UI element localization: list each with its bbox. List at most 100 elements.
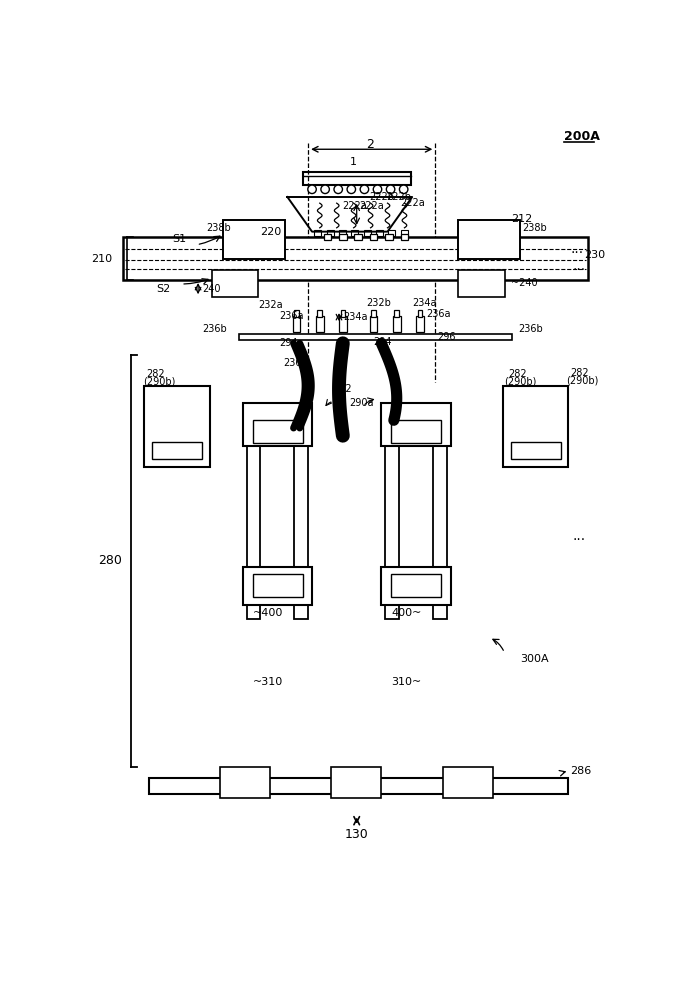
Text: 310~: 310~: [391, 677, 422, 687]
Text: 232a: 232a: [258, 300, 283, 310]
Bar: [315, 230, 322, 235]
Bar: [376, 230, 383, 235]
Text: (290b): (290b): [143, 377, 175, 387]
Text: 236b: 236b: [519, 324, 543, 334]
Bar: [511, 442, 561, 459]
Circle shape: [321, 185, 329, 194]
Bar: [243, 567, 312, 605]
Bar: [433, 403, 447, 619]
Text: ~240: ~240: [511, 278, 537, 288]
Text: 200A: 200A: [564, 130, 600, 143]
Text: 238b: 238b: [522, 223, 547, 233]
Bar: [243, 403, 312, 446]
Text: 236a: 236a: [280, 311, 304, 321]
Text: 280: 280: [98, 554, 122, 567]
Bar: [363, 230, 370, 235]
Text: 222a: 222a: [360, 201, 384, 211]
Bar: [395, 310, 399, 317]
Bar: [351, 230, 358, 235]
Bar: [220, 767, 269, 798]
Text: ...: ...: [571, 242, 584, 256]
Text: 296: 296: [438, 332, 456, 342]
Bar: [381, 403, 450, 446]
Circle shape: [334, 185, 342, 194]
Bar: [253, 574, 303, 597]
Text: 286: 286: [570, 766, 591, 776]
Text: 232b: 232b: [366, 298, 391, 308]
Bar: [340, 310, 345, 317]
Bar: [239, 334, 512, 340]
Bar: [144, 386, 209, 466]
Circle shape: [347, 185, 356, 194]
Text: ...: ...: [572, 529, 585, 543]
Bar: [443, 767, 493, 798]
Text: 210: 210: [90, 254, 112, 264]
Bar: [293, 316, 301, 332]
Text: 238b: 238b: [206, 223, 230, 233]
Text: 234a: 234a: [412, 298, 436, 308]
Text: 240: 240: [202, 284, 221, 294]
Circle shape: [360, 185, 369, 194]
Circle shape: [308, 185, 316, 194]
Bar: [339, 234, 347, 240]
Circle shape: [386, 185, 395, 194]
Bar: [354, 234, 362, 240]
Text: S2: S2: [157, 284, 171, 294]
Bar: [152, 442, 202, 459]
Bar: [459, 220, 520, 259]
Bar: [303, 172, 411, 185]
Text: 222b: 222b: [369, 192, 394, 202]
Circle shape: [400, 185, 408, 194]
Bar: [418, 310, 422, 317]
Bar: [246, 403, 260, 619]
Bar: [331, 767, 381, 798]
Text: (290b): (290b): [566, 375, 599, 385]
Text: 294: 294: [374, 337, 392, 347]
Text: 1: 1: [349, 157, 356, 167]
Text: ~400: ~400: [253, 608, 283, 618]
Text: 222b: 222b: [386, 192, 411, 202]
Bar: [416, 316, 424, 332]
Text: 294: 294: [280, 338, 298, 348]
Bar: [326, 230, 333, 235]
Bar: [123, 237, 587, 280]
Bar: [385, 403, 399, 619]
Text: 292: 292: [333, 384, 352, 394]
Bar: [391, 574, 441, 597]
Text: 222a: 222a: [342, 201, 367, 211]
Bar: [316, 316, 324, 332]
Text: 212: 212: [511, 214, 532, 224]
Bar: [294, 403, 308, 619]
Bar: [381, 567, 450, 605]
Text: 220: 220: [260, 227, 281, 237]
Bar: [401, 230, 408, 235]
Text: 236a: 236a: [426, 309, 450, 319]
Text: 282: 282: [146, 369, 165, 379]
Bar: [370, 234, 377, 240]
Bar: [401, 234, 409, 240]
Text: 282: 282: [508, 369, 527, 379]
Bar: [370, 316, 377, 332]
Text: S1: S1: [172, 234, 186, 244]
Bar: [385, 234, 393, 240]
Bar: [372, 310, 376, 317]
Text: 282: 282: [570, 368, 589, 378]
Bar: [253, 420, 303, 443]
Text: 236a: 236a: [283, 358, 307, 368]
Bar: [324, 234, 331, 240]
Text: 2: 2: [366, 138, 374, 151]
Circle shape: [373, 185, 381, 194]
Bar: [212, 270, 258, 297]
Text: ~310: ~310: [253, 677, 283, 687]
Text: 130: 130: [345, 828, 369, 841]
Text: 230: 230: [584, 250, 605, 260]
Bar: [459, 270, 505, 297]
Bar: [149, 778, 569, 794]
Bar: [223, 220, 285, 259]
Bar: [339, 230, 346, 235]
Text: 222a: 222a: [400, 198, 425, 208]
Text: ...: ...: [572, 259, 585, 273]
Bar: [388, 230, 395, 235]
Text: 400~: 400~: [391, 608, 422, 618]
Text: 234a: 234a: [343, 312, 367, 322]
